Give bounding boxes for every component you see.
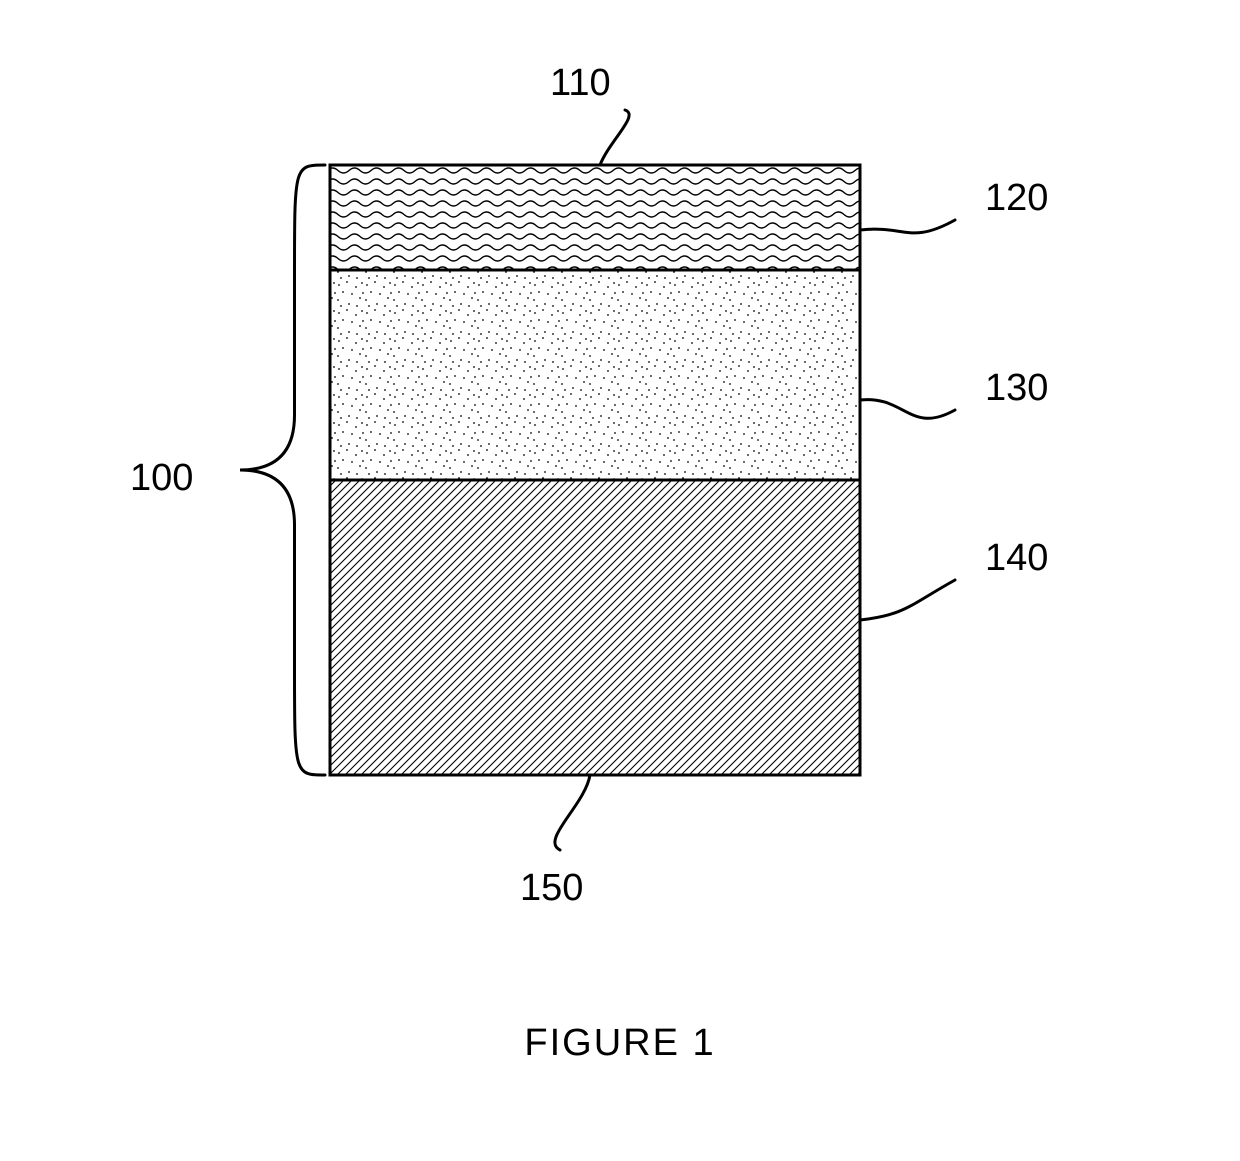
figure-caption: FIGURE 1: [524, 1022, 715, 1064]
label-top-surface: 110: [550, 62, 611, 104]
layer-top: [330, 165, 860, 270]
label-top: 120: [985, 177, 1048, 219]
label-bottom: 140: [985, 537, 1048, 579]
label-bottom-surface: 150: [520, 867, 583, 909]
leader-bottom-surface: [555, 775, 590, 850]
leader-middle: [860, 400, 955, 419]
layer-middle: [330, 270, 860, 480]
leader-bottom: [860, 580, 955, 620]
leader-top-surface: [600, 110, 629, 165]
layer-bottom: [330, 480, 860, 775]
label-assembly: 100: [130, 457, 193, 499]
leader-top: [860, 220, 955, 233]
brace-left: [240, 165, 325, 775]
label-middle: 130: [985, 367, 1048, 409]
